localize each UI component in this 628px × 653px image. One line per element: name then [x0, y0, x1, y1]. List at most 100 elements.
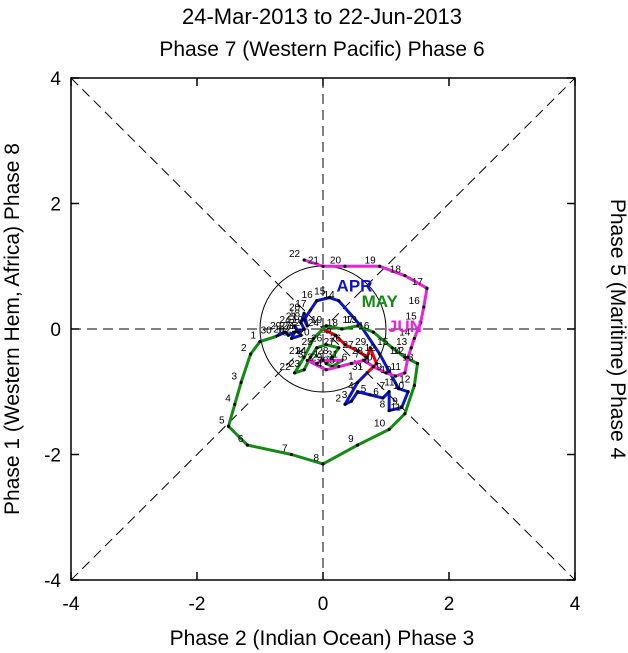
data-point [403, 274, 407, 278]
day-label: 2 [307, 353, 313, 364]
data-point [258, 339, 262, 344]
data-point [330, 355, 335, 359]
day-label: 9 [348, 434, 354, 445]
day-label: 2 [241, 343, 247, 354]
y-axis-label-right: Phase 5 (Maritime) Phase 4 [606, 199, 628, 460]
day-label: 5 [219, 415, 225, 426]
data-point [334, 333, 338, 337]
day-label: 29 [311, 353, 323, 364]
day-label: 27 [280, 321, 292, 332]
day-label: 4 [317, 359, 323, 370]
data-point [397, 387, 401, 391]
day-label: 28 [273, 324, 285, 335]
data-point [356, 349, 360, 353]
day-label: 21 [286, 312, 298, 323]
day-label: 5 [329, 356, 335, 367]
day-label: 19 [292, 315, 304, 326]
data-point [324, 343, 328, 347]
day-label: 12 [399, 374, 411, 385]
day-label: 9 [392, 396, 398, 407]
series-line-mar [322, 327, 379, 374]
data-point [356, 324, 360, 328]
data-point [324, 324, 328, 328]
series-line-may [227, 324, 419, 466]
series-may: 1234567891011121314151617181920212223242… [219, 292, 420, 466]
day-label: 6 [373, 387, 379, 398]
day-label: 27 [324, 337, 336, 348]
data-point [365, 355, 369, 359]
day-label: 15 [377, 337, 389, 348]
data-point [412, 336, 416, 341]
data-point [400, 405, 404, 410]
data-point [387, 427, 391, 431]
day-label: 24 [295, 346, 307, 357]
day-label: 12 [393, 346, 405, 357]
data-point [315, 361, 319, 366]
day-label: 13 [396, 337, 408, 348]
data-point [302, 355, 306, 359]
day-label: 23 [283, 321, 295, 332]
day-label: 8 [380, 400, 386, 411]
data-point [321, 264, 325, 268]
data-point [315, 346, 319, 350]
data-point [422, 305, 426, 309]
series-apr: 12 34 5 678 91011121314151617181920212223242… [261, 276, 410, 413]
data-point [374, 361, 379, 366]
day-label: 12 [365, 343, 377, 354]
day-label: 19 [311, 315, 323, 326]
data-point [371, 365, 375, 369]
data-point [340, 327, 344, 331]
day-label: 22 [289, 249, 301, 260]
day-label: 20 [330, 255, 342, 266]
day-label: 23 [289, 359, 301, 370]
day-label: 15 [406, 312, 418, 323]
data-point [337, 346, 341, 350]
data-point [299, 333, 303, 337]
month-label-jun: JUN [388, 317, 422, 336]
day-label: 31 [327, 349, 339, 360]
data-point [349, 399, 353, 403]
day-label: 2 [335, 393, 341, 404]
day-label: 16 [302, 290, 314, 301]
data-point [349, 361, 353, 366]
data-point [289, 452, 294, 457]
data-point [308, 308, 312, 312]
day-label: 7 [282, 444, 288, 455]
day-label: 8 [313, 453, 319, 464]
data-point [403, 412, 407, 416]
month-label-apr: APR [337, 276, 373, 295]
day-label: 1 [313, 349, 319, 360]
x-tick-label: 4 [570, 594, 581, 615]
day-label: 10 [393, 381, 405, 392]
y-tick-label: -4 [44, 571, 61, 592]
day-label: 5 [361, 384, 367, 395]
data-point [324, 368, 328, 372]
data-point [296, 330, 300, 334]
data-point [343, 264, 347, 268]
y-tick-label: 4 [50, 69, 61, 90]
data-point [293, 330, 297, 334]
day-label: 20 [289, 302, 301, 313]
day-label: 16 [358, 321, 370, 332]
data-point [378, 264, 382, 268]
data-point [311, 336, 316, 341]
data-point [381, 396, 385, 400]
day-label: 25 [286, 324, 298, 335]
data-point [406, 355, 410, 359]
day-label: 31 [352, 362, 364, 373]
day-label: 28 [352, 346, 364, 357]
data-point [393, 374, 398, 378]
day-label: 24 [308, 318, 320, 329]
day-label: 3 [298, 349, 304, 360]
data-point [315, 299, 319, 303]
data-point [371, 330, 375, 334]
day-label: 3 [232, 371, 238, 382]
data-point [308, 355, 312, 359]
day-label: 29 [270, 321, 282, 332]
day-label: 4 [348, 381, 354, 392]
day-label: 11 [391, 362, 402, 373]
day-label: 9 [376, 362, 382, 373]
day-label: 7 [354, 349, 360, 360]
